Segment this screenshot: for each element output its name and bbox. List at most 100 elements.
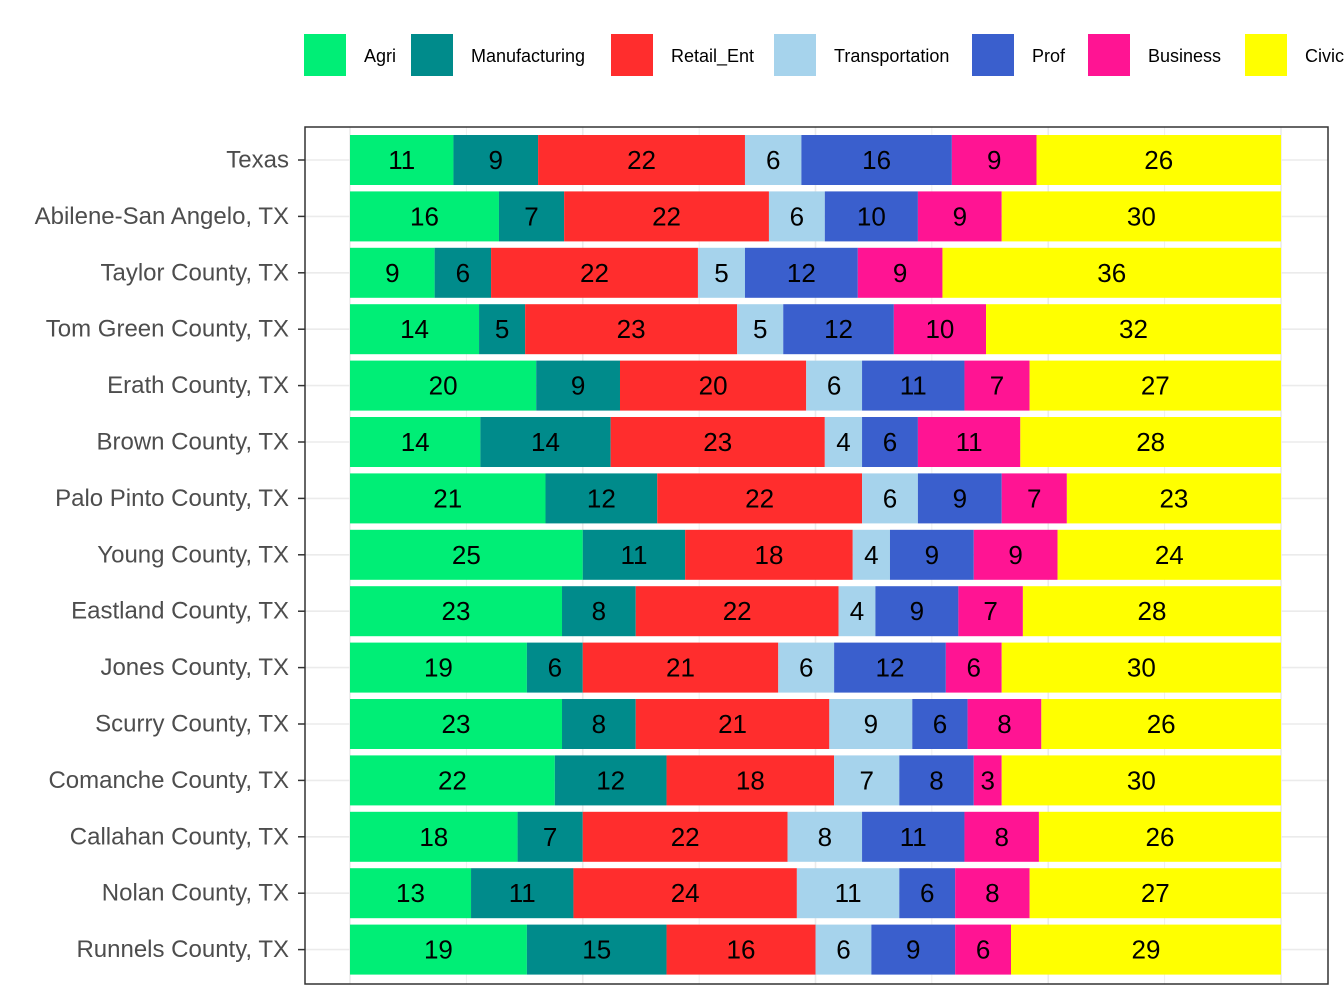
data-label: 25 (452, 540, 481, 570)
bar-segment-agri (350, 417, 481, 467)
bar-segment-agri (350, 529, 583, 580)
bar-segment-business (964, 360, 1030, 411)
data-label: 9 (489, 145, 503, 175)
bar-segment-prof (862, 360, 965, 411)
bar-segment-transportation (796, 868, 900, 919)
legend-key (304, 34, 346, 76)
bar-segment-prof (834, 642, 946, 693)
bar-segment-business (951, 135, 1037, 185)
legend-key (774, 34, 816, 76)
bar-segment-transportation (824, 417, 863, 467)
data-label: 10 (857, 201, 886, 231)
bar-segment-agri (350, 755, 555, 806)
data-label: 24 (1155, 540, 1184, 570)
y-tick-label: Eastland County, TX (71, 598, 289, 625)
bar-segment-civic (1036, 135, 1281, 185)
bar-segment-retail-ent (610, 417, 825, 467)
bar-segment-retail-ent (564, 191, 769, 242)
data-label: 30 (1127, 201, 1156, 231)
bar-segment-transportation (852, 529, 890, 580)
bar-segment-prof (912, 699, 968, 749)
data-label: 27 (1141, 878, 1170, 908)
bar-segment-manufacturing (480, 417, 611, 467)
data-label: 8 (994, 822, 1008, 852)
data-label: 18 (736, 765, 765, 795)
bar-row-tom-green-county-tx: 14 5 23 5 12 10 32 (350, 304, 1281, 355)
legend-label: Retail_Ent (671, 46, 754, 67)
data-label: 22 (652, 201, 681, 231)
data-label: 6 (883, 483, 897, 513)
bar-segment-prof (824, 191, 918, 242)
bar-row-eastland-county-tx: 23 8 22 4 9 7 28 (350, 586, 1281, 637)
bar-segment-civic (1020, 417, 1281, 467)
data-label: 28 (1136, 427, 1165, 457)
bar-segment-transportation (838, 586, 876, 637)
y-tick-label: Nolan County, TX (102, 880, 289, 907)
data-label: 4 (850, 596, 864, 626)
bar-segment-civic (1041, 699, 1281, 749)
bar-segment-retail-ent (685, 529, 853, 580)
bar-segment-manufacturing (562, 586, 636, 637)
bar-segment-agri (350, 924, 527, 975)
y-tick-label: Brown County, TX (96, 429, 289, 456)
data-label: 9 (385, 258, 399, 288)
data-label: 4 (836, 427, 850, 457)
bar-segment-manufacturing (434, 247, 492, 298)
data-label: 28 (1137, 596, 1166, 626)
y-tick-label: Texas (226, 147, 289, 174)
bar-segment-civic (1001, 191, 1281, 242)
data-label: 11 (388, 145, 415, 175)
legend-label: Manufacturing (471, 46, 585, 66)
data-label: 7 (524, 201, 538, 231)
data-label: 20 (699, 371, 728, 401)
bar-segment-retail-ent (666, 755, 835, 806)
data-label: 16 (727, 935, 756, 965)
bar-segment-retail-ent (657, 473, 863, 524)
data-label: 11 (900, 371, 927, 401)
bar-segment-civic (1038, 811, 1281, 862)
bar-segment-manufacturing (453, 135, 539, 185)
data-label: 12 (876, 653, 905, 683)
data-label: 6 (933, 709, 947, 739)
data-label: 7 (859, 765, 873, 795)
data-label: 23 (442, 709, 471, 739)
bar-row-comanche-county-tx: 22 12 18 7 8 3 30 (350, 755, 1281, 806)
legend-item-business: Business (1088, 34, 1221, 76)
bar-segment-manufacturing (545, 473, 658, 524)
bar-segment-civic (942, 247, 1281, 298)
data-label: 22 (723, 596, 752, 626)
data-label: 7 (990, 371, 1004, 401)
bar-segment-prof (899, 868, 956, 919)
bar-row-erath-county-tx: 20 9 20 6 11 7 27 (350, 360, 1281, 411)
bar-segment-agri (350, 304, 480, 355)
y-axis: Texas Abilene-San Angelo, TX Taylor County… (35, 147, 305, 963)
data-label: 9 (893, 258, 907, 288)
data-label: 18 (419, 822, 448, 852)
data-label: 6 (827, 371, 841, 401)
bar-segment-manufacturing (471, 868, 574, 919)
data-label: 32 (1119, 314, 1148, 344)
data-label: 9 (910, 596, 924, 626)
legend-item-prof: Prof (972, 34, 1066, 76)
data-label: 11 (900, 822, 927, 852)
data-label: 30 (1127, 653, 1156, 683)
data-label: 6 (836, 935, 850, 965)
legend-key (1245, 34, 1287, 76)
y-tick-label: Scurry County, TX (95, 711, 289, 738)
bar-segment-transportation (815, 924, 872, 975)
bar-segment-civic (1011, 924, 1281, 975)
legend-key (611, 34, 653, 76)
legend-key (1088, 34, 1130, 76)
bar-segment-agri (350, 360, 537, 411)
bar-row-texas: 11 9 22 6 16 9 26 (350, 135, 1281, 185)
y-tick-label: Tom Green County, TX (46, 316, 289, 343)
legend-label: Civic (1305, 46, 1344, 66)
data-label: 6 (766, 145, 780, 175)
data-label: 19 (424, 653, 453, 683)
data-label: 16 (410, 201, 439, 231)
data-label: 11 (835, 878, 862, 908)
data-label: 5 (753, 314, 767, 344)
bar-segment-prof (862, 811, 965, 862)
legend-key (411, 34, 453, 76)
